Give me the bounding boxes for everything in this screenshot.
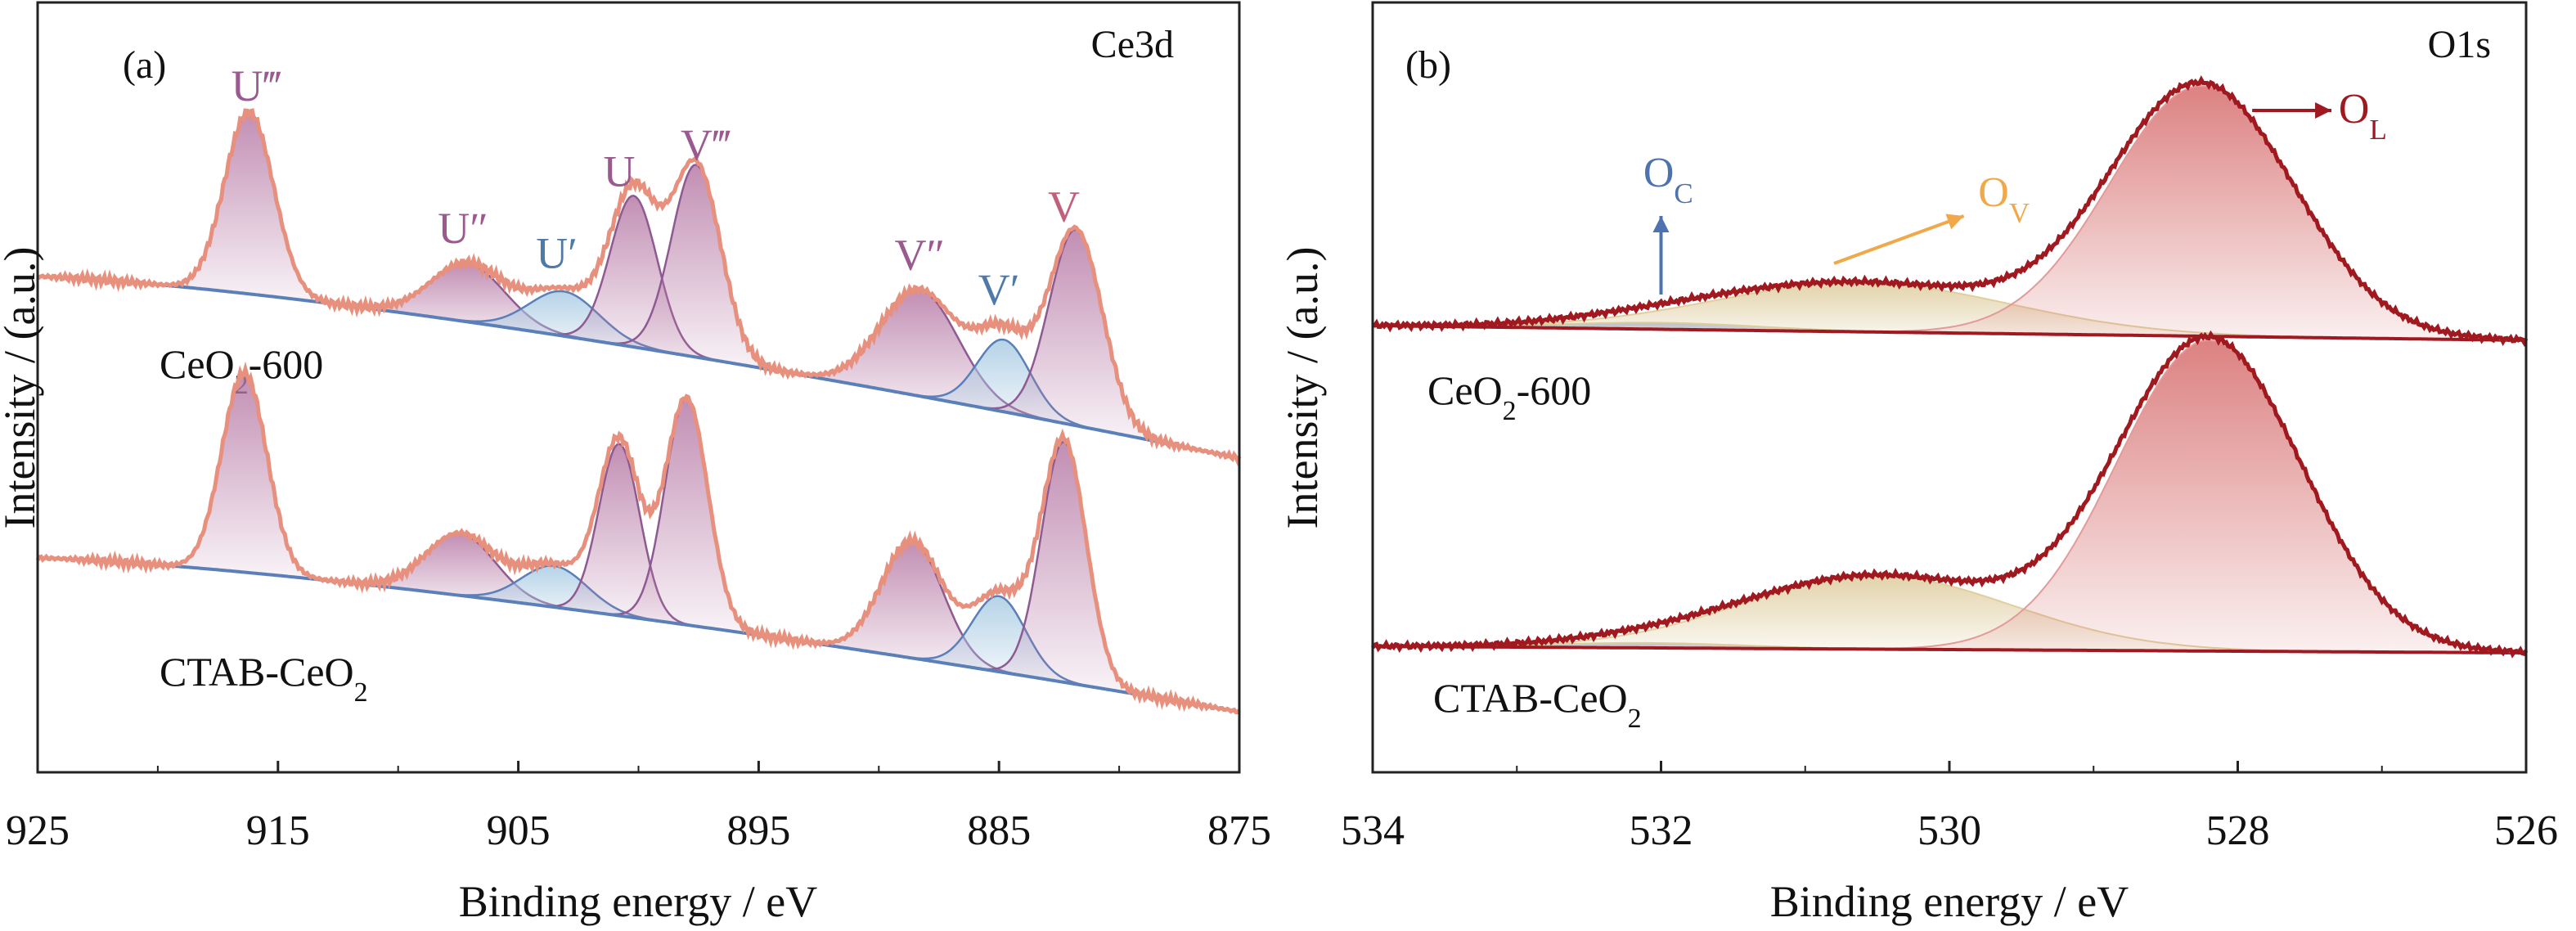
o1s-baseline bbox=[1373, 645, 2526, 654]
o1s-annotation-label: OL bbox=[2339, 86, 2387, 146]
panel-b-y-axis-label: Intensity / (a.u.) bbox=[1278, 247, 1327, 529]
ce3d-raw-spectrum bbox=[35, 361, 1241, 714]
o1s-raw-spectrum bbox=[1370, 330, 2529, 659]
ol-arrow-head bbox=[2315, 102, 2332, 119]
ce3d-peak-label: V‴ bbox=[681, 120, 731, 169]
ce3d-series-2 bbox=[35, 361, 1241, 714]
ce3d-sample-label: CTAB-CeO2 bbox=[160, 649, 368, 708]
o1s-annotations: OC OV OL bbox=[1643, 86, 2387, 295]
ce3d-peak-label: U″ bbox=[438, 204, 488, 253]
x-tick-label: 915 bbox=[246, 807, 310, 854]
x-tick-label: 528 bbox=[2206, 807, 2270, 854]
x-tick-label: 534 bbox=[1341, 807, 1405, 854]
panel-a-x-ticks: 925 915 905 895 885 875 bbox=[6, 761, 1271, 854]
x-tick-label: 875 bbox=[1207, 807, 1271, 854]
x-tick-label: 905 bbox=[487, 807, 551, 854]
o1s-annotation-label: OV bbox=[1978, 169, 2030, 229]
o1s-sample-label: CeO2-600 bbox=[1427, 367, 1591, 426]
ce3d-component-peak bbox=[604, 164, 789, 373]
ov-arrow-head bbox=[1945, 214, 1964, 230]
ce3d-component-peak bbox=[605, 398, 767, 636]
ce3d-component-peak bbox=[976, 229, 1176, 446]
ce3d-component-peak bbox=[156, 111, 342, 305]
o1s-sample-label: CTAB-CeO2 bbox=[1433, 675, 1642, 734]
o1s-raw-spectrum bbox=[1372, 74, 2529, 348]
x-tick-label: 885 bbox=[967, 807, 1031, 854]
o1s-series-1 bbox=[1372, 74, 2529, 348]
ov-arrow bbox=[1833, 214, 1965, 265]
panel-b-corner-label: O1s bbox=[2428, 23, 2491, 66]
o1s-component-peak bbox=[1819, 340, 2526, 653]
ce3d-raw-spectrum bbox=[36, 108, 1242, 466]
panel-b-x-ticks: 534 532 530 528 526 bbox=[1341, 761, 2558, 854]
o1s-series-2 bbox=[1370, 330, 2529, 659]
panel-a-x-axis-label: Binding energy / eV bbox=[459, 877, 817, 926]
ce3d-peak-label: U′ bbox=[536, 228, 578, 277]
panel-a-corner-label: Ce3d bbox=[1091, 23, 1174, 66]
o1s-component-peak bbox=[1373, 282, 2486, 340]
ce3d-component-peak bbox=[542, 443, 696, 627]
ce3d-peak-label: V bbox=[1048, 182, 1080, 231]
ce3d-component-peak bbox=[979, 441, 1149, 697]
o1s-baseline bbox=[1373, 324, 2526, 342]
o1s-annotation-label: OC bbox=[1643, 150, 1693, 209]
ce3d-background-line bbox=[38, 275, 1240, 460]
x-tick-label: 532 bbox=[1630, 807, 1693, 854]
panel-b-x-axis-label: Binding energy / eV bbox=[1770, 877, 2129, 926]
x-tick-label: 526 bbox=[2494, 807, 2558, 854]
ce3d-peak-label: U‴ bbox=[232, 61, 282, 110]
panel-a-y-axis-label: Intensity / (a.u.) bbox=[0, 247, 44, 529]
panel-a-letter: (a) bbox=[123, 43, 166, 87]
x-tick-label: 925 bbox=[6, 807, 70, 854]
ce3d-peak-label: U bbox=[603, 146, 635, 196]
ce3d-component-peak bbox=[160, 372, 330, 581]
ce3d-component-peak bbox=[773, 289, 1066, 424]
oc-arrow-head bbox=[1652, 216, 1670, 232]
panel-b-letter: (b) bbox=[1405, 43, 1451, 87]
ce3d-peak-label: V″ bbox=[894, 230, 945, 279]
ce3d-component-peak bbox=[899, 596, 1099, 688]
ce3d-component-peak bbox=[545, 196, 722, 362]
panel-b-plot-area: CeO2-600 CTAB-CeO2 OC OV OL bbox=[1370, 74, 2529, 734]
x-tick-label: 895 bbox=[726, 807, 790, 854]
ce3d-peak-label: V′ bbox=[978, 265, 1020, 314]
ce3d-background-line bbox=[38, 556, 1240, 713]
x-tick-label: 530 bbox=[1917, 807, 1981, 854]
o1s-component-peak bbox=[1373, 575, 2448, 653]
o1s-component-peak bbox=[1812, 86, 2526, 340]
ce3d-series-1 bbox=[36, 108, 1242, 466]
ce3d-component-peak bbox=[797, 541, 1028, 677]
ce3d-component-peak bbox=[330, 533, 591, 613]
ce3d-component-peak bbox=[903, 340, 1104, 431]
